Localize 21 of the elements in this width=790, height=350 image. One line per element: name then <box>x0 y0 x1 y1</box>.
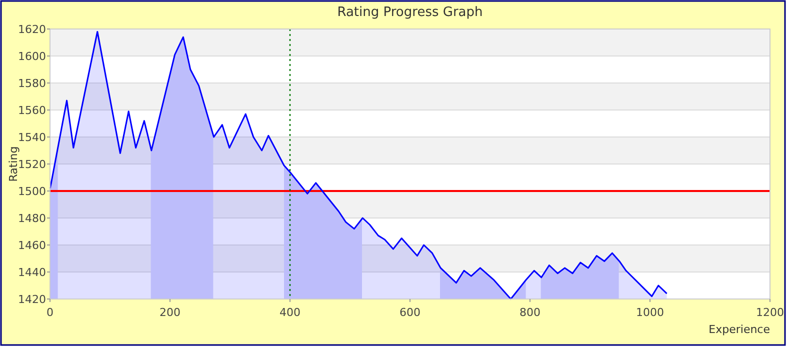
y-tick-label: 1600 <box>18 50 46 63</box>
y-tick-label: 1620 <box>18 22 46 36</box>
y-tick-label: 1420 <box>18 292 46 306</box>
y-tick-label: 1580 <box>18 76 46 90</box>
x-tick-label: 200 <box>160 306 180 319</box>
x-tick-label: 600 <box>400 306 420 319</box>
x-tick-label: 1200 <box>756 306 784 319</box>
x-tick-label: 800 <box>520 306 540 319</box>
x-tick-label: 400 <box>280 306 300 319</box>
x-axis-title: Experience <box>708 323 770 336</box>
y-axis-title: Rating <box>7 146 20 182</box>
y-tick-label: 1540 <box>18 130 46 144</box>
chart-title: Rating Progress Graph <box>337 5 483 20</box>
y-tick-label: 1560 <box>18 104 46 117</box>
y-tick-label: 1520 <box>18 158 46 171</box>
x-tick-label: 0 <box>46 306 54 319</box>
y-tick-label: 1440 <box>18 266 46 279</box>
y-tick-label: 1460 <box>18 238 46 252</box>
y-tick-label: 1480 <box>18 212 46 225</box>
y-tick-label: 1500 <box>18 184 46 198</box>
x-tick-label: 1000 <box>636 306 664 319</box>
